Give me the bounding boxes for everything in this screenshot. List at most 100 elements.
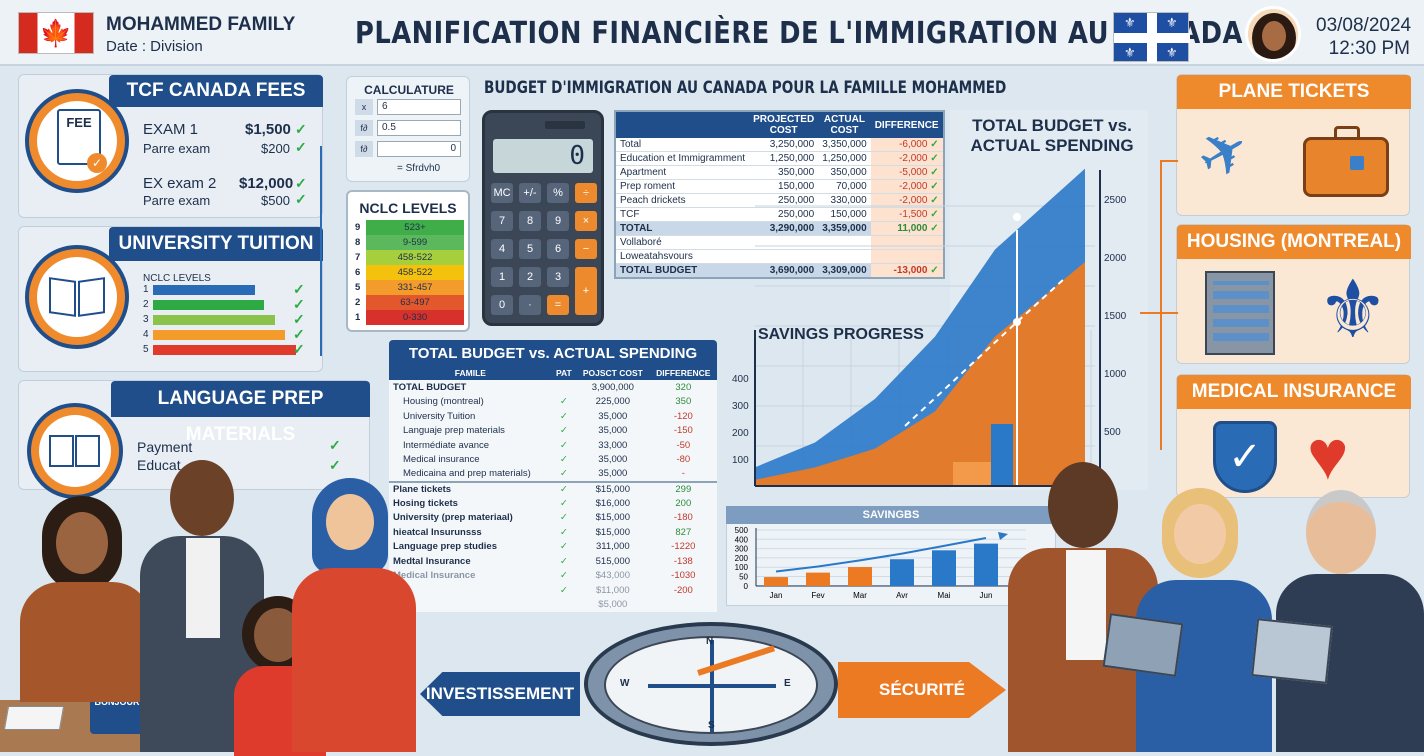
check-icon: ✓ — [295, 191, 307, 207]
tuition-subtitle: NCLC LEVELS — [143, 273, 211, 284]
y-tick-label: 400 — [735, 535, 749, 544]
budget-cell: 150,000 — [818, 207, 871, 222]
budget-cell: 3,350,000 — [818, 138, 871, 152]
spend-row: Medtal Insurance ✓ 515,000 -138 — [389, 554, 717, 569]
tcf-title: TCF CANADA FEES — [109, 75, 323, 107]
y-tick-label: 100 — [735, 563, 749, 572]
y-tick-label: 1000 — [1104, 369, 1127, 380]
calculator-key[interactable]: % — [547, 183, 569, 203]
budget-row: Education et Immigramment 1,250,000 1,250,… — [615, 151, 944, 166]
budget-cell: Prep roment — [615, 179, 750, 194]
tcf-item-label: Parre exam — [143, 141, 211, 156]
spend-column-header: PAT — [551, 366, 576, 380]
spend-cell: 350 — [675, 396, 692, 408]
budget-cell: 330,000 — [818, 193, 871, 208]
calc-field-icon: x — [355, 99, 373, 115]
spend-cell: ✓ — [559, 396, 568, 408]
y-tick-label: 300 — [735, 545, 749, 554]
calculator-key[interactable]: × — [575, 211, 597, 231]
nclc-level: 1 — [355, 312, 361, 323]
spend-cell: Medicaina and prep materials) — [403, 468, 531, 480]
calculator-key[interactable]: 3 — [547, 267, 569, 287]
spend-cell: -1220 — [671, 541, 696, 553]
x-tick-label: Jan — [770, 591, 783, 600]
y-tick-label: 300 — [732, 401, 749, 412]
nclc-row: 5 331-457 — [352, 280, 464, 295]
budget-cell: -5,000 ✓ — [870, 165, 944, 180]
savings-bar — [932, 550, 956, 586]
time-text: 12:30 PM — [1328, 38, 1410, 59]
nclc-row: 2 63-497 — [352, 295, 464, 310]
language-item: Payment — [137, 439, 193, 455]
check-icon: ✓ — [293, 341, 305, 357]
calculator-key[interactable]: 7 — [491, 211, 513, 231]
budget-title: BUDGET D'IMMIGRATION AU CANADA POUR LA F… — [484, 78, 1007, 98]
calculature-panel: CALCULATURE x 6 f∂ 0.5 f∂ 0 = Sfrdvh0 — [346, 76, 470, 182]
heart-icon: ♥ — [1307, 416, 1349, 494]
calculator-key[interactable]: − — [575, 239, 597, 259]
check-icon: ✓ — [927, 181, 939, 192]
calculator-key[interactable]: 6 — [547, 239, 569, 259]
spend-cell: $43,000 — [595, 570, 630, 582]
tcf-item-label: Parre exam — [143, 193, 211, 208]
spend-column-header: FAMILE — [389, 366, 552, 380]
calculator-key[interactable]: 9 — [547, 211, 569, 231]
spend-cell: 311,000 — [596, 541, 630, 553]
calculator-key[interactable]: +/- — [519, 183, 541, 203]
calculator-key[interactable]: 8 — [519, 211, 541, 231]
budget-row: Loweatahsvours — [615, 249, 944, 264]
datetime: 03/08/2024 12:30 PM — [1316, 14, 1411, 60]
savings-bar — [848, 567, 872, 586]
spend-cell: 35,000 — [598, 425, 628, 437]
spend-cell: University (prep materiaal) — [393, 512, 513, 524]
calculator-key[interactable]: 2 — [519, 267, 541, 287]
page-title: PLANIFICATION FINANCIÈRE DE L'IMMIGRATIO… — [355, 16, 1243, 51]
budget-row: TOTAL 3,290,000 3,359,000 11,000 ✓ — [615, 221, 944, 236]
avatar[interactable] — [1245, 6, 1301, 62]
medical-card: MEDICAL INSURANCE ✓ ♥ — [1176, 374, 1411, 498]
nclc-bar — [153, 345, 296, 355]
calculator-key[interactable]: 4 — [491, 239, 513, 259]
budget-cell — [818, 249, 871, 264]
spend-cell: $15,000 — [595, 526, 630, 538]
nclc-title: NCLC LEVELS — [359, 200, 457, 216]
budget-cell: 350,000 — [749, 165, 819, 180]
chart-bar — [991, 424, 1013, 486]
calculator[interactable]: 0 MC +/-% ÷ 7 8 9 × 4 5 6− 1 2 3 +0 · = — [482, 110, 604, 326]
check-icon: ✓ — [293, 281, 305, 297]
calculator-key[interactable]: = — [547, 295, 569, 315]
calc-input[interactable]: 0.5 — [377, 120, 461, 136]
calc-field-icon: f∂ — [355, 120, 373, 136]
calculator-key[interactable]: MC — [491, 183, 513, 203]
calc-input[interactable]: 0 — [377, 141, 461, 157]
shield-icon: ✓ — [1213, 421, 1277, 493]
calculator-key[interactable]: 1 — [491, 267, 513, 287]
budget-cell: -2,000 ✓ — [870, 193, 944, 208]
spend-cell: Medical Insurance — [393, 570, 476, 582]
canada-flag-icon: 🍁 — [18, 12, 94, 54]
calculator-key[interactable]: + — [575, 267, 597, 315]
calc-input[interactable]: 6 — [377, 99, 461, 115]
security-arrow: SÉCURITÉ — [838, 662, 1006, 718]
budget-cell: -2,000 ✓ — [870, 179, 944, 194]
calculator-key[interactable]: 5 — [519, 239, 541, 259]
spend-cell — [552, 380, 576, 395]
spend-row: Medicaina and prep materials) ✓ 35,000 - — [389, 467, 717, 482]
spend-cell: -150 — [673, 425, 693, 437]
nclc-level: 5 — [355, 282, 361, 293]
budget-cell: 1,250,000 — [749, 151, 819, 166]
investment-arrow: INVESTISSEMENT — [420, 672, 580, 716]
budget-row: Apartment 350,000 350,000 -5,000 ✓ — [615, 165, 944, 180]
spend-header-row: FAMILE PAT POJSCT COST DIFFERENCE — [389, 366, 717, 380]
nclc-range: 331-457 — [366, 280, 464, 295]
calculator-key[interactable]: ÷ — [575, 183, 597, 203]
calculator-key[interactable]: 0 — [491, 295, 513, 315]
budget-header-row: PROJECTED COST ACTUAL COST DIFFERENCE — [615, 111, 944, 138]
savings-bar — [806, 572, 830, 586]
calculator-key[interactable]: · — [519, 295, 541, 315]
plane-title: PLANE TICKETS — [1177, 75, 1411, 109]
y-tick-label: 500 — [735, 526, 749, 535]
y-tick-label: 100 — [732, 455, 749, 466]
spend-cell: 320 — [675, 381, 692, 393]
